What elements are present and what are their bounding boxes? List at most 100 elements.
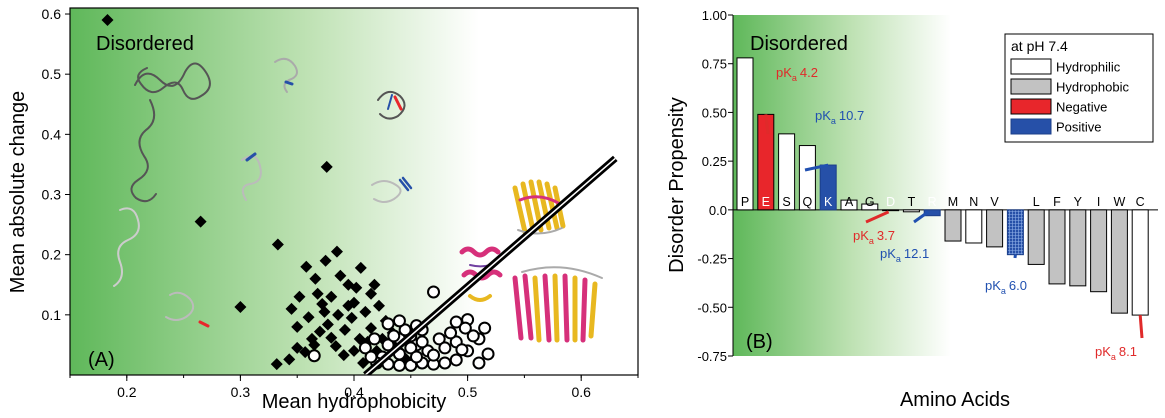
circle-marker	[456, 344, 467, 355]
circle-marker	[369, 333, 380, 344]
circle-marker	[417, 336, 428, 347]
panel-b-region-label: Disordered	[750, 33, 848, 55]
bar-V	[987, 210, 1003, 247]
panel-a-label: (A)	[88, 349, 115, 371]
category-label: M	[948, 195, 958, 209]
pka-prefix: pK	[985, 278, 1001, 293]
category-label: I	[1097, 195, 1100, 209]
category-label: V	[990, 195, 999, 209]
y-tick-label: 0.50	[702, 105, 727, 120]
legend-swatch-negative	[1011, 99, 1051, 114]
legend-label-hydrophobic: Hydrophobic	[1056, 80, 1129, 95]
bar-M	[945, 210, 961, 241]
circle-marker	[445, 327, 456, 338]
circle-marker	[428, 286, 439, 297]
pka-subscript: a	[1001, 286, 1006, 296]
circle-marker	[388, 330, 399, 341]
panel-b-label: (B)	[746, 331, 773, 353]
bar-Y	[1070, 210, 1086, 286]
circle-marker	[483, 348, 494, 359]
category-label: F	[1053, 195, 1061, 209]
pka-value: 6.0	[1009, 278, 1027, 293]
legend-swatch-hydrophobic	[1011, 79, 1051, 94]
category-label: P	[741, 195, 749, 209]
y-tick-label: -0.50	[697, 300, 727, 315]
category-label: W	[1113, 195, 1125, 209]
x-tick-label: 0.3	[231, 384, 251, 400]
category-label: Y	[1074, 195, 1083, 209]
category-label: H	[1011, 195, 1020, 209]
category-label: A	[845, 195, 854, 209]
circle-marker	[394, 360, 405, 371]
category-label: L	[1033, 195, 1040, 209]
panel-a-region-label: Disordered	[96, 33, 194, 55]
category-label: E	[762, 195, 770, 209]
category-label: S	[782, 195, 790, 209]
y-tick-label: 0.1	[42, 307, 62, 323]
legend-swatch-positive	[1011, 119, 1051, 134]
circle-marker	[394, 315, 405, 326]
y-tick-label: 1.00	[702, 8, 727, 23]
y-tick-label: 0.6	[42, 6, 62, 22]
circle-marker	[428, 350, 439, 361]
legend-title: at pH 7.4	[1011, 38, 1068, 54]
y-tick-label: -0.75	[697, 349, 727, 364]
pka-prefix: pK	[853, 228, 869, 243]
bar-P	[737, 58, 753, 210]
category-label: K	[824, 195, 833, 209]
bar-F	[1049, 210, 1065, 284]
circle-marker	[473, 357, 484, 368]
bar-N	[966, 210, 982, 243]
pka-value: 12.1	[904, 246, 929, 261]
bar-I	[1091, 210, 1107, 292]
y-tick-label: 0.5	[42, 66, 62, 82]
circle-marker	[439, 357, 450, 368]
category-label: D	[886, 195, 895, 209]
category-label: Q	[803, 195, 813, 209]
pka-value: 3.7	[877, 228, 895, 243]
pka-leader-C	[1140, 315, 1142, 338]
legend-label-hydrophilic: Hydrophilic	[1056, 60, 1121, 75]
circle-marker	[451, 354, 462, 365]
y-tick-label: 0.3	[42, 187, 62, 203]
circle-marker	[439, 342, 450, 353]
x-tick-label: 0.6	[571, 384, 591, 400]
bar-H	[1007, 210, 1023, 255]
circle-marker	[411, 351, 422, 362]
bar-D	[883, 210, 899, 211]
bar-W	[1111, 210, 1127, 313]
y-tick-label: 0.4	[42, 126, 62, 142]
y-tick-label: -0.25	[697, 252, 727, 267]
pka-value: 10.7	[839, 108, 864, 123]
pka-subscript: a	[831, 116, 836, 126]
circle-marker	[383, 318, 394, 329]
circle-marker	[479, 323, 490, 334]
pka-prefix: pK	[880, 246, 896, 261]
circle-marker	[460, 323, 471, 334]
pka-subscript: a	[896, 254, 901, 264]
category-label: G	[865, 195, 875, 209]
bar-L	[1028, 210, 1044, 265]
pka-prefix: pK	[776, 65, 792, 80]
panel-b-y-axis-label: Disorder Propensity	[666, 97, 688, 273]
panel-a-x-axis-label: Mean hydrophobicity	[262, 391, 447, 413]
pka-subscript: a	[869, 236, 874, 246]
pka-prefix: pK	[815, 108, 831, 123]
x-tick-label: 0.2	[117, 384, 137, 400]
panel-a-y-axis-label: Mean absolute change	[7, 91, 29, 293]
pka-subscript: a	[1111, 352, 1116, 362]
category-label: N	[969, 195, 978, 209]
y-tick-label: 0.2	[42, 247, 62, 263]
circle-marker	[309, 350, 320, 361]
legend-label-negative: Negative	[1056, 100, 1107, 115]
circle-marker	[366, 351, 377, 362]
y-tick-label: 0.75	[702, 57, 727, 72]
y-tick-label: 0.25	[702, 154, 727, 169]
bar-T	[903, 210, 919, 212]
panel-b-x-axis-label: Amino Acids	[900, 389, 1010, 411]
category-label: R	[928, 195, 937, 209]
pka-value: 4.2	[800, 65, 818, 80]
